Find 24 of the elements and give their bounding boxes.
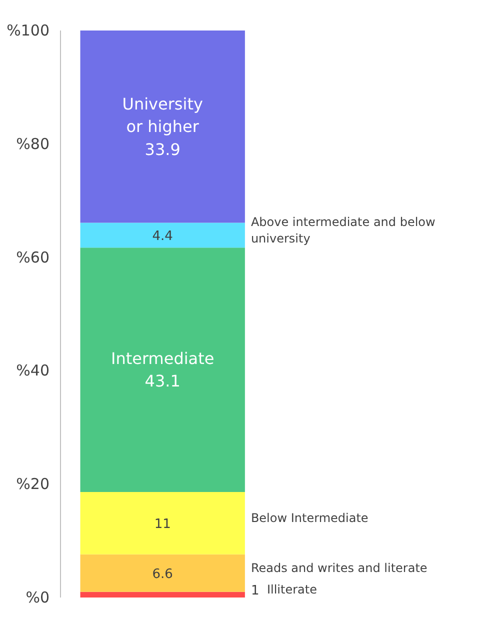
series-label: Intermediate	[110, 348, 214, 368]
series-label: Above intermediate and below university	[250, 214, 436, 246]
y-tick-label: %0	[26, 588, 50, 606]
bar	[80, 30, 245, 223]
y-tick-label: %100	[6, 22, 50, 40]
y-tick-label: %40	[16, 362, 50, 380]
bar	[80, 592, 245, 598]
series-label: Below Intermediate	[250, 511, 368, 526]
data-label: 6.6	[152, 567, 173, 582]
series-label: University or higher	[122, 94, 203, 136]
y-tick-label: %80	[16, 134, 50, 153]
y-tick-label: %20	[16, 475, 50, 494]
bar	[80, 222, 245, 248]
bar	[80, 492, 245, 554]
data-label: 43.1	[144, 372, 180, 391]
bar	[80, 554, 245, 592]
series-label: Illiterate	[266, 582, 317, 597]
data-label: 1	[250, 584, 260, 599]
data-label: 33.9	[144, 140, 180, 159]
data-label: 4.4	[152, 229, 173, 244]
data-label: 11	[154, 517, 171, 532]
series-label: Reads and writes and literate	[250, 561, 428, 576]
y-tick-label: %60	[16, 248, 50, 266]
bar	[80, 248, 245, 492]
